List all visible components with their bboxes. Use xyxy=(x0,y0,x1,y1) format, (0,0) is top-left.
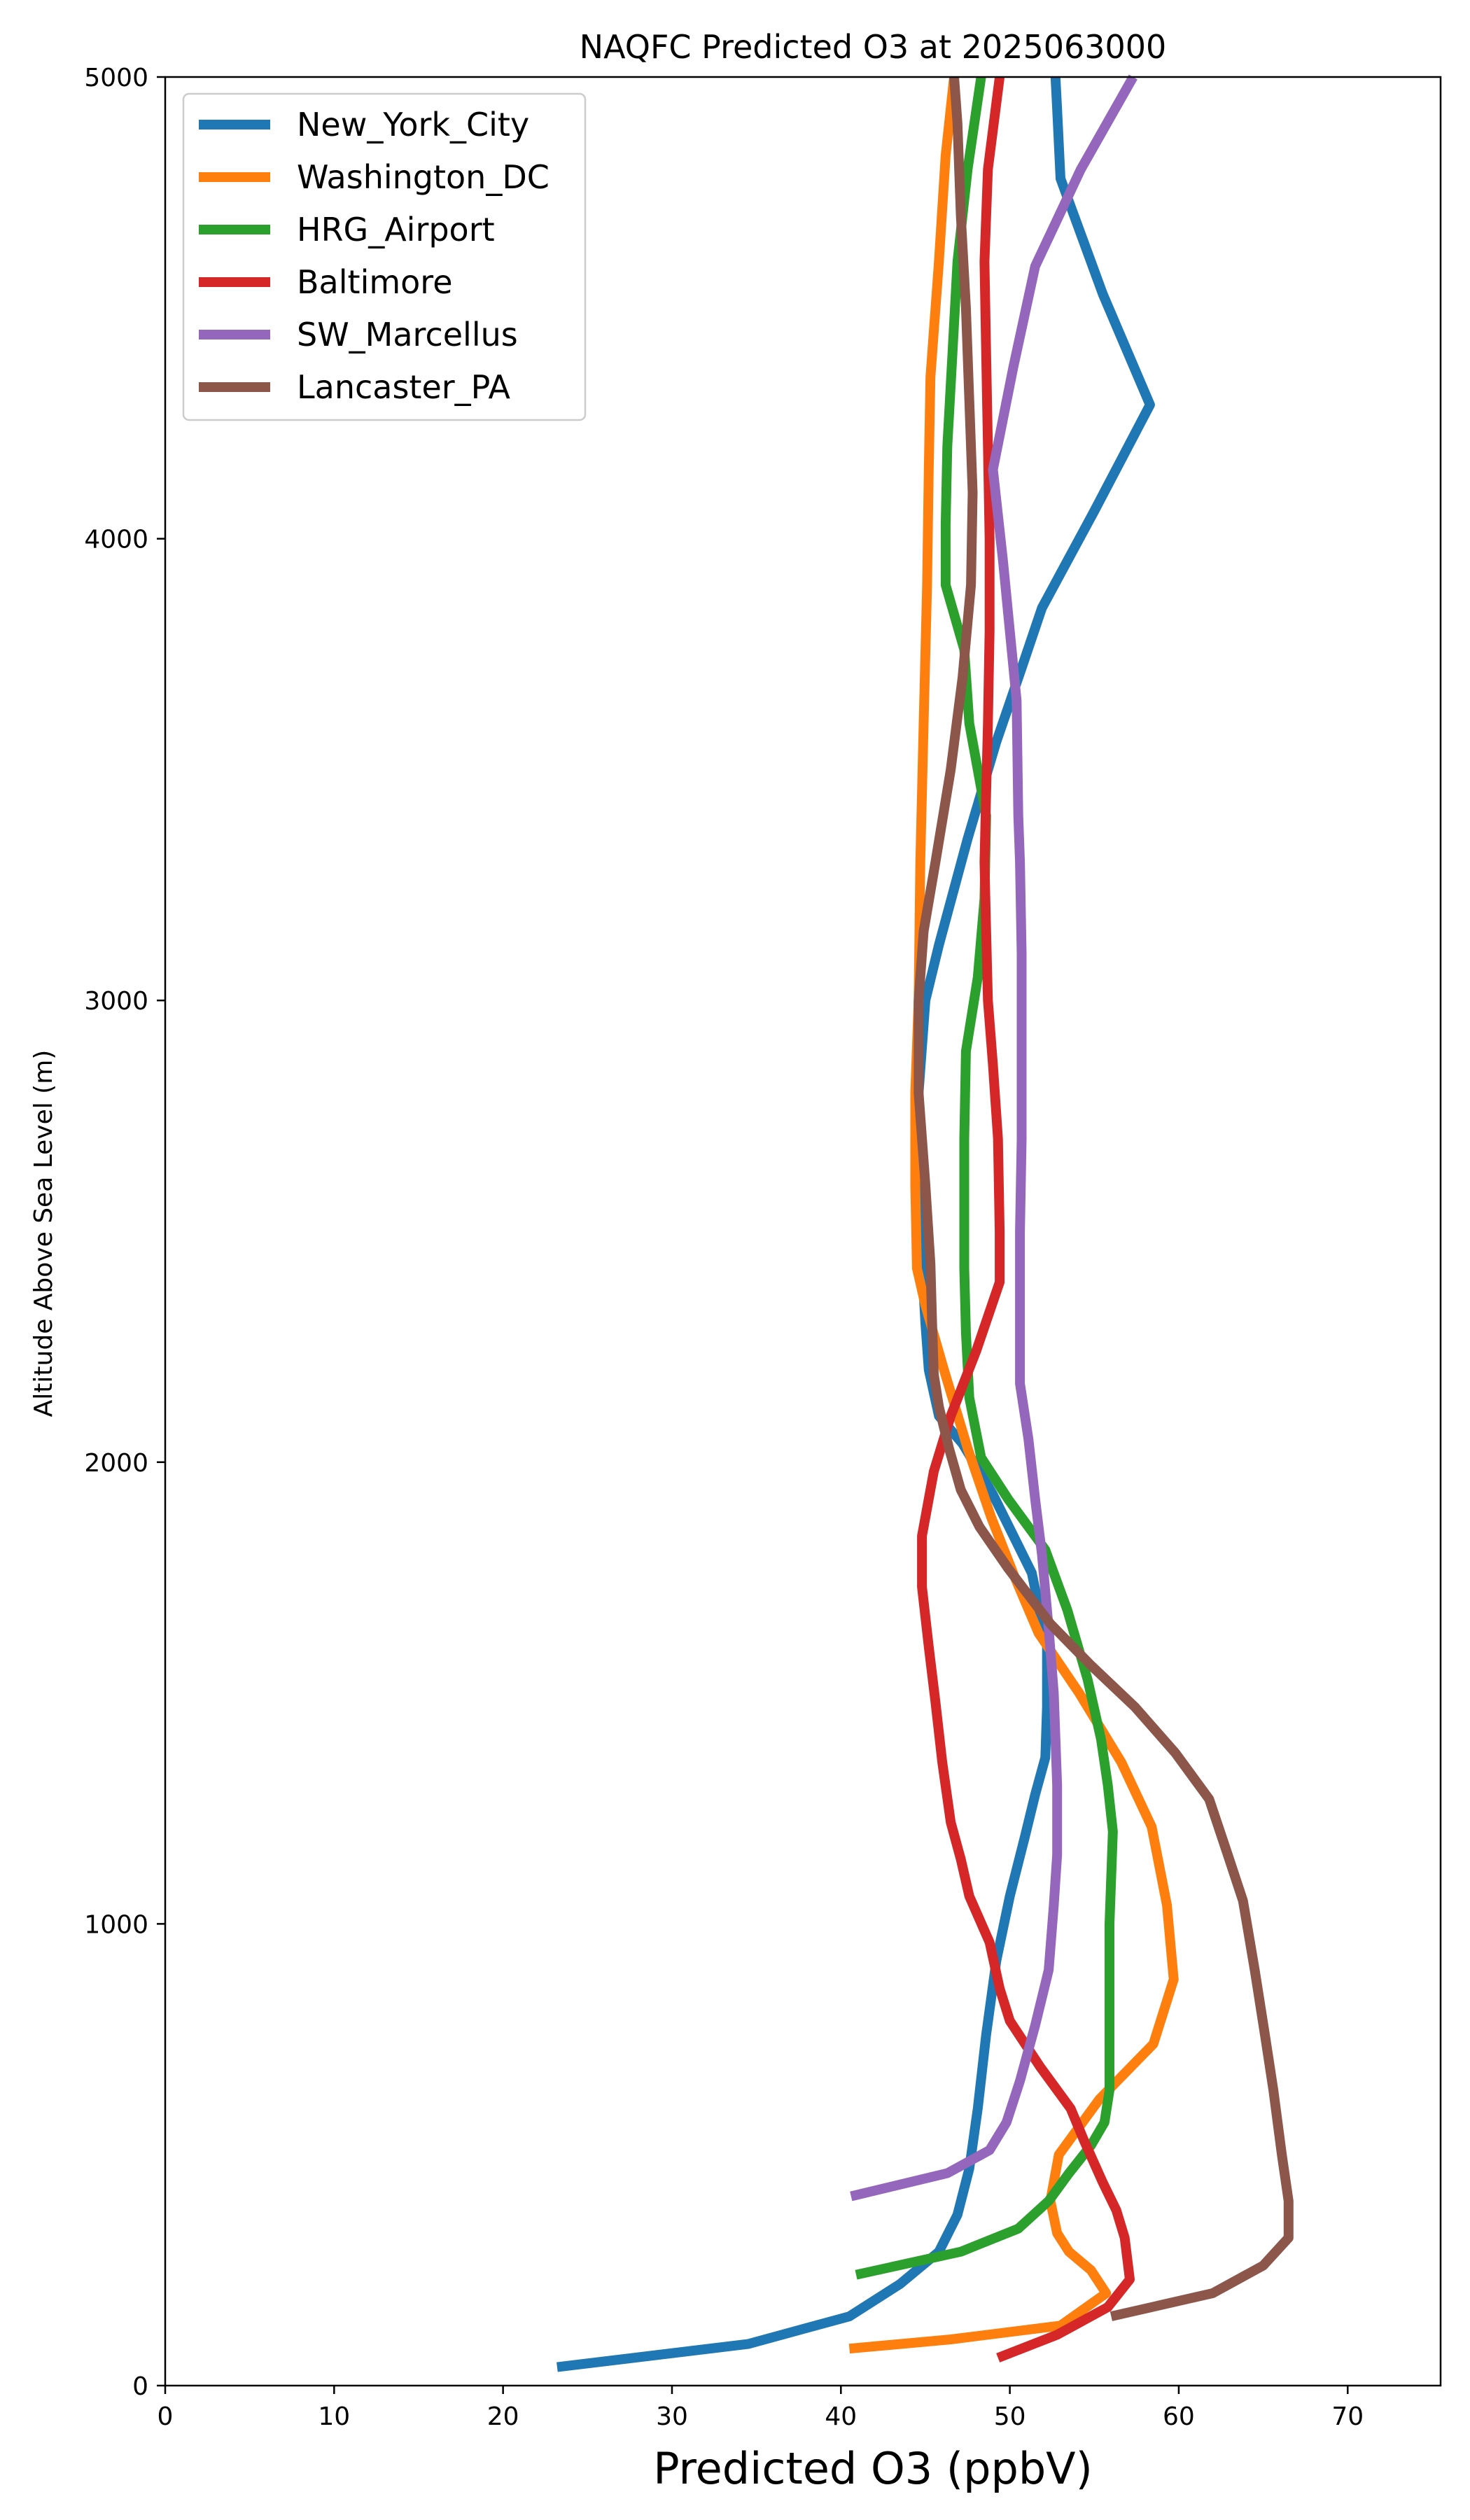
chart-title: NAQFC Predicted O3 at 2025063000 xyxy=(580,28,1167,66)
x-tick-label: 70 xyxy=(1331,2402,1364,2431)
legend: New_York_City Washington_DC HRG_Airport Bal… xyxy=(182,92,587,421)
series-line-washington-dc xyxy=(848,76,1179,2354)
y-tick-label: 3000 xyxy=(84,987,148,1016)
x-tick-label: 40 xyxy=(825,2402,857,2431)
legend-label-hrg-airport: HRG_Airport xyxy=(297,211,495,248)
y-axis: 0 1000 2000 3000 4000 5000 xyxy=(84,64,165,2401)
y-tick-label: 0 xyxy=(132,2372,148,2401)
y-tick-label: 2000 xyxy=(84,1449,148,1478)
legend-label-sw-marcellus: SW_Marcellus xyxy=(297,316,518,354)
legend-label-washington-dc: Washington_DC xyxy=(297,158,550,196)
x-axis: 0 10 20 30 40 50 60 70 xyxy=(158,2386,1364,2431)
legend-label-lancaster-pa: Lancaster_PA xyxy=(297,368,510,406)
x-tick-label: 20 xyxy=(487,2402,519,2431)
plot-frame xyxy=(164,76,1442,2387)
legend-label-baltimore: Baltimore xyxy=(297,263,453,301)
series-line-hrg-airport xyxy=(855,76,1118,2280)
y-tick-label: 1000 xyxy=(84,1910,148,1939)
plot-series-group xyxy=(556,74,1294,2372)
series-line-baltimore xyxy=(917,76,1135,2362)
y-tick-label: 4000 xyxy=(84,526,148,554)
x-tick-label: 0 xyxy=(158,2402,174,2431)
x-tick-label: 10 xyxy=(318,2402,350,2431)
series-line-sw-marcellus xyxy=(850,74,1138,2202)
x-tick-label: 30 xyxy=(656,2402,688,2431)
x-tick-label: 60 xyxy=(1163,2402,1195,2431)
series-line-lancaster-pa xyxy=(913,76,1294,2321)
x-tick-label: 50 xyxy=(994,2402,1026,2431)
legend-box xyxy=(182,92,587,421)
y-tick-label: 5000 xyxy=(84,64,148,92)
x-axis-label: Predicted O3 (ppbV) xyxy=(653,2443,1093,2494)
y-axis-label: Altitude Above Sea Level (m) xyxy=(29,1050,58,1418)
legend-label-new-york-city: New_York_City xyxy=(297,106,529,144)
